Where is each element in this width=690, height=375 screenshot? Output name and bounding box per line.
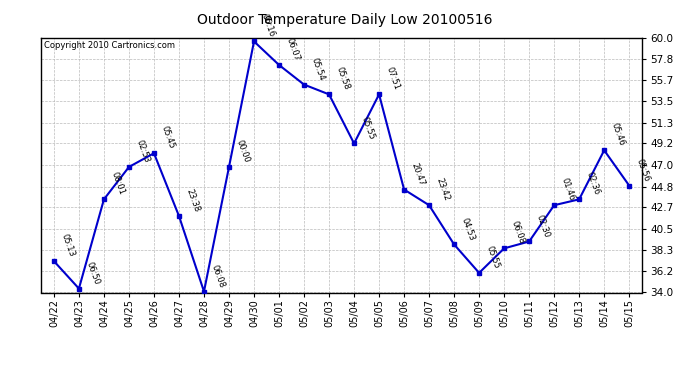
Text: 05:46: 05:46 xyxy=(610,122,627,147)
Text: 23:38: 23:38 xyxy=(184,188,201,213)
Text: 05:45: 05:45 xyxy=(159,125,176,150)
Text: 06:50: 06:50 xyxy=(84,260,101,286)
Text: 02:36: 02:36 xyxy=(584,171,602,196)
Text: 23:42: 23:42 xyxy=(435,177,451,203)
Text: Outdoor Temperature Daily Low 20100516: Outdoor Temperature Daily Low 20100516 xyxy=(197,13,493,27)
Text: 02:53: 02:53 xyxy=(135,139,151,164)
Text: 06:16: 06:16 xyxy=(259,13,276,39)
Text: Copyright 2010 Cartronics.com: Copyright 2010 Cartronics.com xyxy=(44,41,175,50)
Text: 06:08: 06:08 xyxy=(510,220,526,246)
Text: 06:07: 06:07 xyxy=(284,36,302,62)
Text: 05:54: 05:54 xyxy=(310,56,326,82)
Text: 05:58: 05:58 xyxy=(335,66,351,92)
Text: 05:55: 05:55 xyxy=(484,245,501,270)
Text: 00:00: 00:00 xyxy=(235,139,251,164)
Text: 05:56: 05:56 xyxy=(635,157,651,183)
Text: 20:47: 20:47 xyxy=(410,161,426,187)
Text: 08:01: 08:01 xyxy=(110,171,126,196)
Text: 01:46: 01:46 xyxy=(560,177,576,203)
Text: 05:13: 05:13 xyxy=(59,233,76,258)
Text: 02:30: 02:30 xyxy=(535,213,551,239)
Text: 04:53: 04:53 xyxy=(460,216,476,242)
Text: 06:08: 06:08 xyxy=(210,263,226,289)
Text: 07:51: 07:51 xyxy=(384,66,402,92)
Text: 05:55: 05:55 xyxy=(359,115,376,141)
